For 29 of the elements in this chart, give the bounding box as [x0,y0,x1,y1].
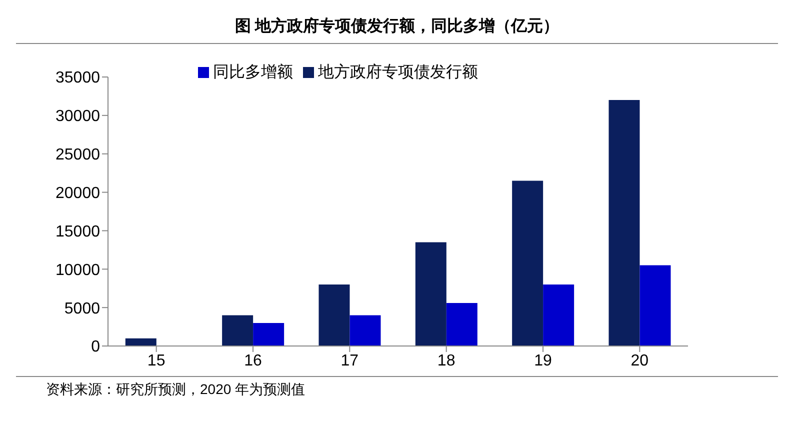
bar [222,315,254,346]
y-tick-label: 30000 [56,108,100,126]
y-tick-label: 20000 [56,184,100,202]
bar [512,180,544,346]
y-tick-label: 15000 [56,223,100,240]
chart-title: 图 地方政府专项债发行额，同比多增（亿元） [16,8,778,44]
y-tick-label: 10000 [56,262,100,279]
x-tick-label: 16 [244,352,262,370]
x-tick-label: 19 [534,352,552,370]
y-tick-label: 0 [91,338,100,356]
legend-label: 同比多增额 [213,64,293,81]
x-tick-label: 15 [147,352,166,370]
legend-label: 地方政府专项债发行额 [318,64,478,81]
bar [125,338,156,346]
bar [640,265,671,346]
y-tick-label: 35000 [56,70,100,87]
y-tick-label: 5000 [64,300,100,318]
bar [253,322,284,346]
text: 资料来源：研究所预测，2020 年为预测值 [16,376,778,403]
bar [415,242,446,346]
bar [350,315,381,346]
bar [543,284,574,346]
bar [446,302,478,346]
y-tick-label: 25000 [56,146,100,164]
x-tick-label: 20 [630,352,649,370]
x-tick-label: 17 [340,352,359,370]
bar [608,100,640,346]
x-tick-label: 18 [437,352,456,370]
bar [318,284,350,346]
